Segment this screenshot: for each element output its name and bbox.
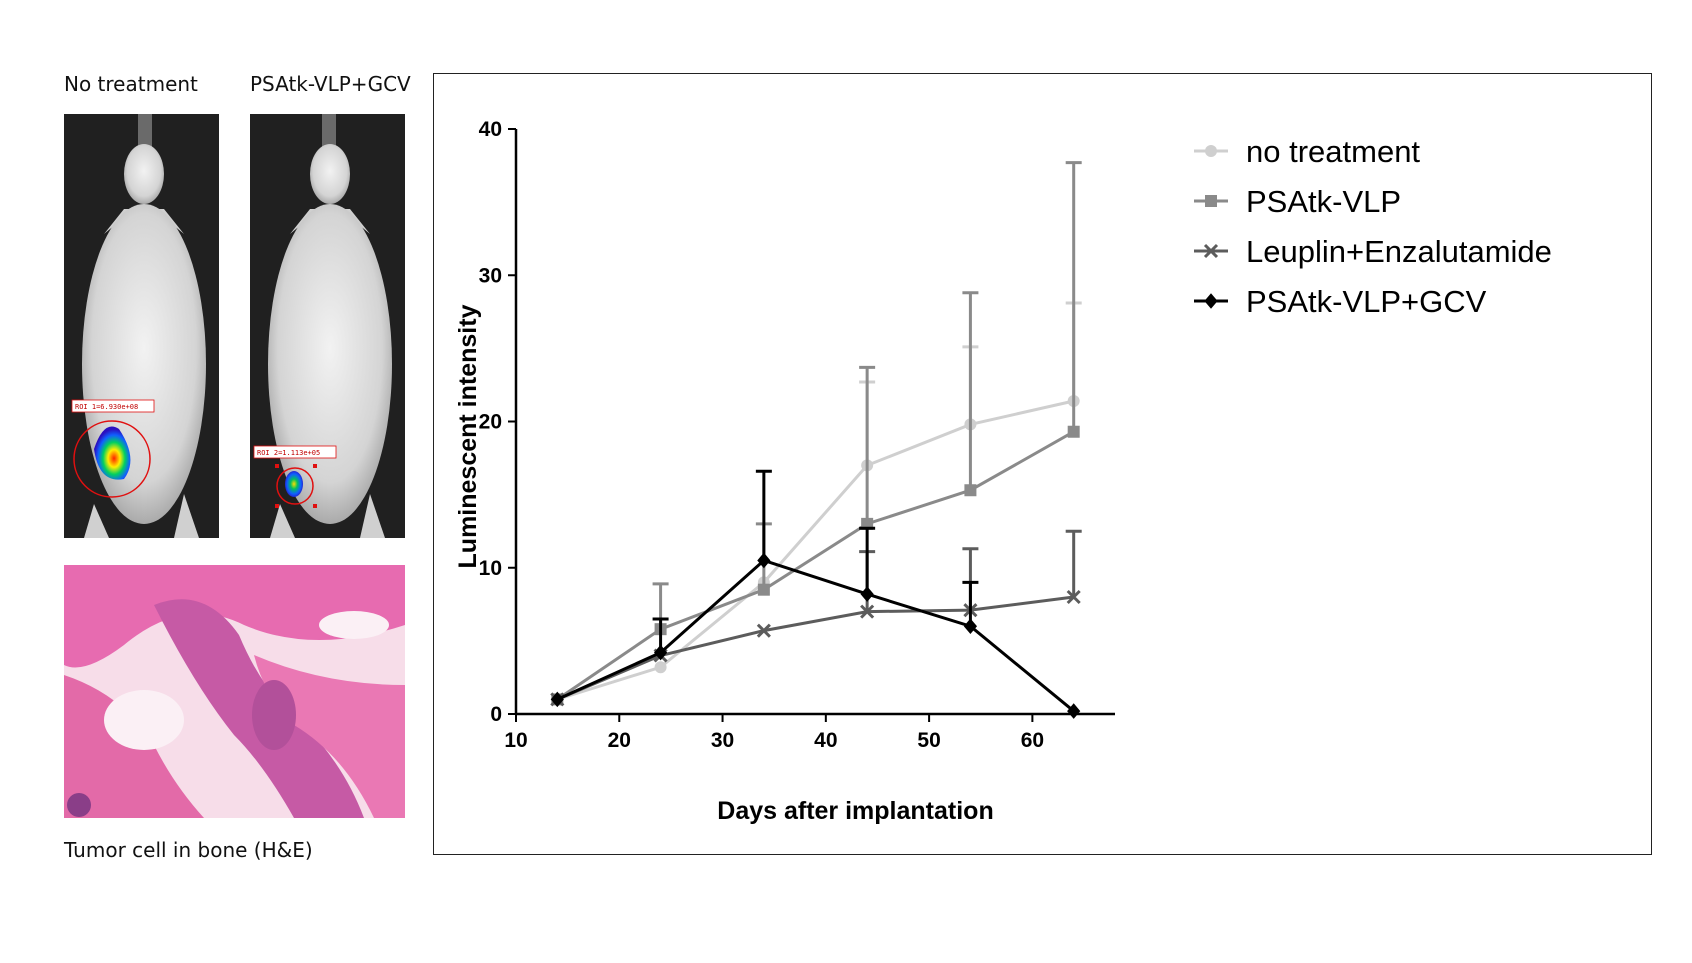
data-point: [860, 604, 875, 619]
y-tick-label: 0: [490, 703, 502, 726]
x-tick-label: 60: [1021, 729, 1044, 752]
mouse-image-psatk-vlp-gcv: ROI 2=1.113e+05: [250, 114, 405, 538]
data-point: [550, 691, 564, 708]
roi-label-a: ROI 1=6.930e+08: [75, 403, 138, 411]
data-point: [1066, 589, 1081, 605]
chart-frame: 10 20 30 40 50 60 0 10 20 30 40 Days after implanta…: [433, 73, 1652, 855]
legend-marker: [1204, 293, 1218, 309]
series-psatk-vlp: [551, 161, 1082, 706]
data-point: [654, 661, 667, 674]
panel-b-label: PSAtk-VLP+GCV: [250, 72, 411, 96]
y-tick-label: 40: [479, 118, 502, 141]
data-point: [964, 484, 977, 497]
mouse-image-no-treatment: ROI 1=6.930e+08: [64, 114, 219, 538]
x-tick-label: 40: [814, 729, 837, 752]
series-psatk-vlp-gcv: [550, 469, 1081, 719]
data-point: [756, 623, 771, 638]
legend-label: Leuplin+Enzalutamide: [1246, 234, 1552, 269]
data-point: [1067, 425, 1080, 438]
data-point: [963, 618, 978, 635]
roi-label-b: ROI 2=1.113e+05: [257, 449, 320, 457]
legend-marker: [1203, 243, 1219, 259]
data-point: [653, 644, 668, 661]
y-tick-label: 30: [479, 264, 502, 287]
legend-marker: [1205, 145, 1217, 157]
series-line: [556, 430, 1075, 701]
series-line: [556, 558, 1075, 713]
legend-label: no treatment: [1246, 134, 1420, 169]
data-point: [860, 586, 874, 602]
series-line: [556, 595, 1074, 701]
panel-a-label: No treatment: [64, 72, 198, 96]
x-tick-label: 30: [711, 729, 734, 752]
x-axis-title: Days after implantation: [717, 797, 993, 825]
legend-label: PSAtk-VLP+GCV: [1246, 284, 1487, 319]
y-tick-label: 20: [479, 411, 502, 434]
histology-image: [64, 565, 405, 818]
legend-item: PSAtk-VLP+GCV: [1194, 284, 1487, 319]
series-no-treatment: [551, 301, 1082, 706]
legend-marker: [1205, 195, 1217, 207]
histology-caption: Tumor cell in bone (H&E): [64, 838, 313, 862]
x-tick-label: 20: [608, 729, 631, 752]
y-tick-label: 10: [479, 557, 502, 580]
y-axis-title: Luminescent intensity: [454, 304, 482, 568]
data-point: [757, 583, 770, 596]
legend-label: PSAtk-VLP: [1246, 184, 1401, 219]
legend-item: Leuplin+Enzalutamide: [1194, 234, 1552, 269]
x-tick-label: 50: [917, 729, 940, 752]
x-tick-label: 10: [504, 729, 527, 752]
series-line: [556, 399, 1075, 701]
legend-item: PSAtk-VLP: [1194, 184, 1401, 219]
data-point: [1067, 703, 1081, 719]
legend-item: no treatment: [1194, 134, 1420, 169]
